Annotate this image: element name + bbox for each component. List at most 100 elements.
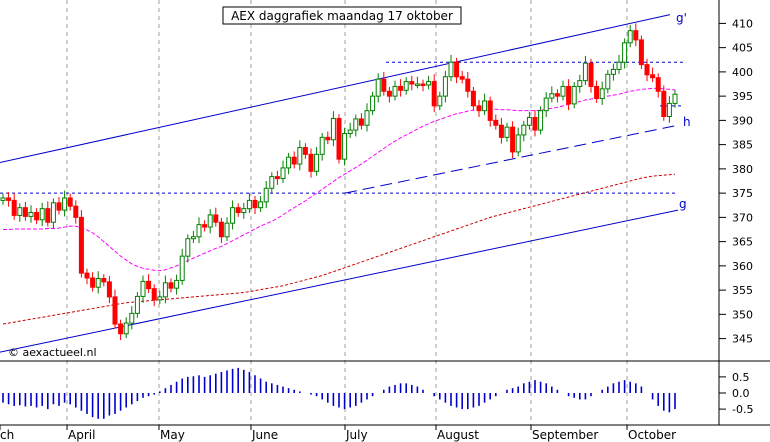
- candle-up: [610, 68, 616, 75]
- candle-down: [218, 221, 224, 238]
- candle-up: [179, 255, 185, 281]
- candle-up: [230, 207, 236, 224]
- trend-line-label-mid: h: [683, 115, 691, 129]
- oscillator-panel: [2, 367, 726, 419]
- y-tick-label: 395: [732, 90, 753, 103]
- candle-up: [426, 81, 432, 86]
- candle-up: [605, 73, 611, 90]
- candle-up: [269, 176, 275, 189]
- candle-up: [95, 277, 101, 288]
- x-month-label: October: [628, 428, 676, 442]
- candle-up: [297, 147, 303, 165]
- y-tick-label: 345: [732, 333, 753, 346]
- chart-title: AEX daggrafiek maandag 17 oktober: [231, 9, 453, 23]
- candle-down: [454, 61, 460, 78]
- candle-down: [498, 124, 504, 138]
- x-month-label: June: [251, 428, 278, 442]
- upper-channel-line: [0, 14, 671, 164]
- trend-line-label-lower: g: [679, 197, 687, 211]
- candle-up: [123, 322, 129, 335]
- candle-down: [386, 90, 392, 97]
- candle-down: [235, 207, 241, 214]
- long-moving-average: [2, 173, 676, 325]
- candle-down: [409, 81, 415, 85]
- candle-up: [196, 224, 202, 238]
- candle-up: [414, 83, 420, 87]
- candle-down: [73, 205, 79, 218]
- candle-down: [566, 85, 572, 105]
- candle-down: [151, 288, 157, 301]
- candle-down: [252, 199, 258, 209]
- candle-down: [202, 224, 208, 228]
- candlesticks: [0, 23, 678, 341]
- candle-down: [90, 277, 96, 288]
- candle-down: [594, 85, 600, 100]
- y-tick-label: 390: [732, 114, 753, 127]
- candle-down: [146, 280, 152, 290]
- candle-down: [168, 282, 174, 289]
- y-tick-label: 410: [732, 17, 753, 30]
- candle-up: [543, 97, 549, 112]
- candle-down: [302, 147, 308, 155]
- candle-up: [448, 61, 454, 78]
- y-tick-label: 380: [732, 163, 753, 176]
- candle-up: [672, 93, 678, 104]
- y-tick-label: 355: [732, 284, 753, 297]
- candle-up: [347, 129, 353, 134]
- candle-down: [381, 78, 387, 92]
- candle-down: [112, 296, 118, 325]
- candle-up: [246, 199, 252, 210]
- candle-down: [487, 100, 493, 121]
- candle-down: [22, 207, 28, 217]
- candle-up: [224, 222, 230, 238]
- candle-up: [263, 187, 269, 203]
- candle-down: [34, 212, 40, 221]
- candle-up: [521, 124, 527, 136]
- candle-up: [162, 282, 168, 298]
- candle-up: [622, 42, 628, 63]
- candle-down: [459, 76, 465, 80]
- candle-down: [291, 156, 297, 165]
- axes: [0, 0, 770, 426]
- y-tick-label: 365: [732, 236, 753, 249]
- candle-up: [314, 153, 320, 172]
- candle-down: [510, 126, 516, 153]
- candle-up: [330, 117, 336, 141]
- candle-up: [482, 100, 488, 112]
- candle-down: [336, 117, 342, 160]
- candle-down: [638, 39, 644, 66]
- candle-up: [62, 197, 68, 211]
- candle-down: [56, 202, 62, 211]
- candle-down: [67, 197, 73, 207]
- candle-up: [616, 61, 622, 70]
- candle-up: [207, 214, 213, 228]
- candle-up: [515, 134, 521, 153]
- candle-up: [526, 116, 532, 126]
- watermark: © aexactueel.nl: [8, 346, 97, 359]
- y-tick-label: 370: [732, 211, 753, 224]
- candle-up: [403, 81, 409, 91]
- candle-up: [241, 208, 247, 214]
- candle-up: [50, 202, 56, 223]
- candle-up: [538, 110, 544, 131]
- candle-down: [465, 78, 471, 92]
- candle-down: [118, 323, 124, 335]
- candle-down: [6, 197, 12, 201]
- y-tick-label: 375: [732, 187, 753, 200]
- candle-down: [325, 136, 331, 141]
- x-month-label: August: [437, 428, 479, 442]
- candle-down: [554, 93, 560, 97]
- candle-up: [549, 93, 555, 99]
- candle-up: [442, 76, 448, 97]
- x-month-label: July: [345, 428, 368, 442]
- candle-up: [666, 102, 672, 118]
- candle-down: [476, 105, 482, 112]
- candle-up: [560, 85, 566, 97]
- candle-down: [45, 208, 51, 223]
- candle-up: [364, 110, 370, 126]
- x-month-label: May: [160, 428, 185, 442]
- candle-down: [11, 199, 17, 216]
- candle-up: [627, 30, 633, 44]
- candle-up: [140, 280, 146, 297]
